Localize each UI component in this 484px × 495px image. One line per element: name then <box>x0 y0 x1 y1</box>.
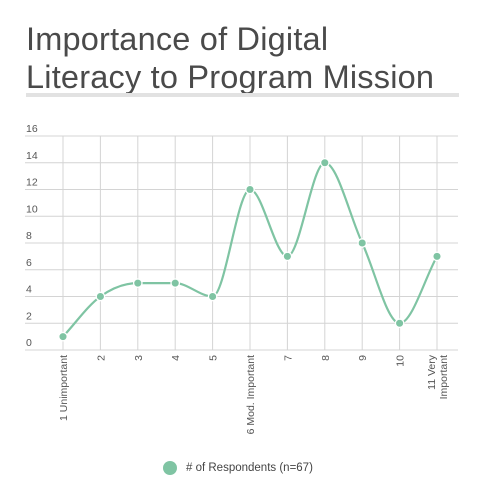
x-tick-label-line: 1 Unimportant <box>58 355 70 421</box>
x-tick-label-line: 5 <box>208 355 220 361</box>
x-tick-label-line: 4 <box>170 355 182 361</box>
x-tick-label: 7 <box>282 355 294 361</box>
chart-title-line-2: Literacy to Program Mission <box>26 59 435 95</box>
data-point <box>95 291 106 302</box>
y-tick-label: 6 <box>26 257 32 269</box>
legend: # of Respondents (n=67) <box>163 459 313 477</box>
chart-title: Importance of Digital Literacy to Progra… <box>26 20 434 96</box>
data-point <box>58 331 68 342</box>
chart-title-line-1: Importance of Digital <box>26 21 329 57</box>
y-tick-label: 0 <box>26 337 32 349</box>
x-tick-label: 3 <box>133 355 145 361</box>
data-point <box>132 278 143 288</box>
x-tick-label-line: 2 <box>95 355 107 361</box>
data-point <box>207 291 218 302</box>
x-tick-label-line: 7 <box>282 355 294 361</box>
x-tick-label: 11 Very Important <box>426 354 450 399</box>
data-point <box>170 278 181 288</box>
x-tick-label-line: 10 <box>395 355 407 367</box>
data-point <box>282 251 293 262</box>
x-tick-label-line: 11 Very <box>426 354 438 390</box>
legend-label: # of Respondents (n=67) <box>186 462 313 474</box>
data-point <box>394 318 405 329</box>
legend-swatch <box>163 461 177 475</box>
x-tick-label: 5 <box>208 355 220 361</box>
data-point <box>432 251 442 262</box>
y-tick-label: 8 <box>26 230 32 242</box>
y-tick-label: 14 <box>26 150 38 162</box>
x-tick-label: 2 <box>95 355 107 361</box>
x-tick-label-line: 6 Mod. Important <box>245 355 257 434</box>
x-tick-label-line: Important <box>438 355 450 399</box>
y-tick-label: 16 <box>26 123 38 135</box>
line-chart: 0 2 4 6 8 10 12 14 16 1 Unimportant 2 3 4 5 6 Mod. Im… <box>25 123 458 434</box>
x-tick-label: 6 Mod. Important <box>245 355 257 434</box>
x-tick-label: 4 <box>170 355 182 361</box>
y-tick-label: 2 <box>26 310 32 322</box>
x-tick-label: 9 <box>357 355 369 361</box>
x-tick-label: 8 <box>320 355 332 361</box>
data-point <box>319 157 330 168</box>
y-tick-label: 12 <box>26 177 38 189</box>
y-tick-label: 4 <box>26 284 32 296</box>
y-tick-label: 10 <box>26 203 38 215</box>
data-point <box>245 184 255 195</box>
grid-layer <box>25 135 458 351</box>
data-point <box>357 238 368 248</box>
x-tick-label-line: 3 <box>133 355 145 361</box>
x-tick-label-line: 8 <box>320 355 332 361</box>
x-tick-label: 1 Unimportant <box>58 355 70 421</box>
x-tick-label-line: 9 <box>357 355 369 361</box>
x-axis-ticks: 1 Unimportant 2 3 4 5 6 Mod. Important 7 8 9 10 11… <box>58 354 450 434</box>
title-divider <box>26 93 459 97</box>
series-layer <box>58 157 442 342</box>
x-tick-label: 10 <box>395 355 407 367</box>
y-axis-ticks: 0 2 4 6 8 10 12 14 16 <box>26 123 38 349</box>
